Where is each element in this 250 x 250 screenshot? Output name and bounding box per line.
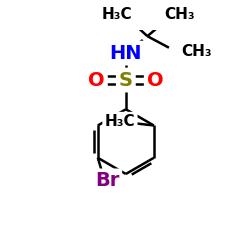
Text: CH₃: CH₃ xyxy=(181,44,212,59)
Text: CH₃: CH₃ xyxy=(164,7,195,22)
Text: Br: Br xyxy=(95,172,119,190)
Text: O: O xyxy=(88,70,105,90)
Text: H₃C: H₃C xyxy=(101,7,132,22)
Text: H₃C: H₃C xyxy=(105,114,135,129)
Text: O: O xyxy=(147,70,164,90)
Text: HN: HN xyxy=(110,44,142,62)
Text: S: S xyxy=(119,70,133,90)
